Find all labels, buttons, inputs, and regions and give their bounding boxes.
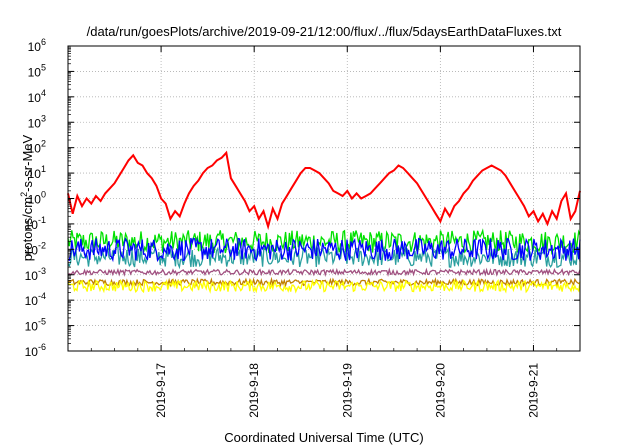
y-tick-label: 10-6	[25, 342, 46, 359]
x-tick-label: 2019-9-19	[340, 363, 354, 418]
y-tick-base: 10	[28, 65, 42, 79]
y-tick-base: 10	[28, 193, 42, 207]
y-axis-label-sup: 2	[19, 192, 29, 197]
y-tick-exp: 6	[41, 37, 46, 47]
y-tick-base: 10	[25, 345, 39, 359]
y-tick-label: 10-3	[25, 266, 46, 283]
y-tick-base: 10	[25, 269, 39, 283]
series-line	[67, 228, 581, 256]
y-tick-exp: -2	[38, 240, 46, 250]
y-tick-base: 10	[25, 294, 39, 308]
y-tick-exp: 5	[41, 62, 46, 72]
series-layer	[67, 150, 581, 294]
y-tick-exp: -5	[38, 317, 46, 327]
y-tick-base: 10	[28, 40, 42, 54]
y-tick-base: 10	[25, 320, 39, 334]
y-axis-ticks: 10-610-510-410-310-210-11001011021031041…	[25, 37, 580, 359]
y-tick-label: 105	[28, 62, 46, 79]
x-axis-label: Coordinated Universal Time (UTC)	[224, 430, 423, 445]
y-tick-exp: -4	[38, 291, 46, 301]
y-tick-exp: -1	[38, 215, 46, 225]
y-axis-label-pre: protons/cm	[20, 197, 35, 261]
y-axis-label: protons/cm2-s-sr-MeV	[19, 134, 35, 261]
y-tick-exp: 1	[41, 164, 46, 174]
y-tick-label: 10-4	[25, 291, 46, 308]
y-tick-label: 10-2	[25, 240, 46, 257]
y-tick-label: 10-5	[25, 317, 46, 334]
y-tick-base: 10	[25, 243, 39, 257]
y-tick-exp: 2	[41, 139, 46, 149]
series-line	[67, 237, 581, 263]
y-tick-label: 106	[28, 37, 46, 54]
x-tick-label: 2019-9-20	[433, 363, 447, 418]
y-tick-base: 10	[28, 142, 42, 156]
series-line	[67, 267, 581, 277]
y-axis-label-post: -s-sr-MeV	[20, 134, 35, 191]
y-tick-label: 100	[28, 190, 46, 207]
y-tick-base: 10	[28, 116, 42, 130]
y-tick-label: 102	[28, 139, 46, 156]
y-tick-base: 10	[25, 218, 39, 232]
x-axis-ticks: 2019-9-17 2019-9-18 2019-9-19 2019-9-20 2019…	[90, 46, 558, 418]
series-line	[67, 278, 581, 294]
series-line-red	[67, 150, 581, 231]
y-tick-label: 103	[28, 113, 46, 130]
chart-title: /data/run/goesPlots/archive/2019-09-21/1…	[87, 24, 562, 39]
y-tick-base: 10	[28, 91, 42, 105]
y-tick-exp: 0	[41, 190, 46, 200]
y-tick-label: 101	[28, 164, 46, 181]
y-tick-exp: 4	[41, 88, 46, 98]
y-tick-label: 104	[28, 88, 46, 105]
grid-lines	[68, 46, 580, 351]
y-tick-exp: -3	[38, 266, 46, 276]
y-tick-exp: 3	[41, 113, 46, 123]
x-tick-label: 2019-9-17	[154, 363, 168, 418]
y-tick-label: 10-1	[25, 215, 46, 232]
x-tick-label: 2019-9-21	[526, 363, 540, 418]
x-tick-label: 2019-9-18	[247, 363, 261, 418]
y-tick-exp: -6	[38, 342, 46, 352]
y-tick-base: 10	[28, 167, 42, 181]
